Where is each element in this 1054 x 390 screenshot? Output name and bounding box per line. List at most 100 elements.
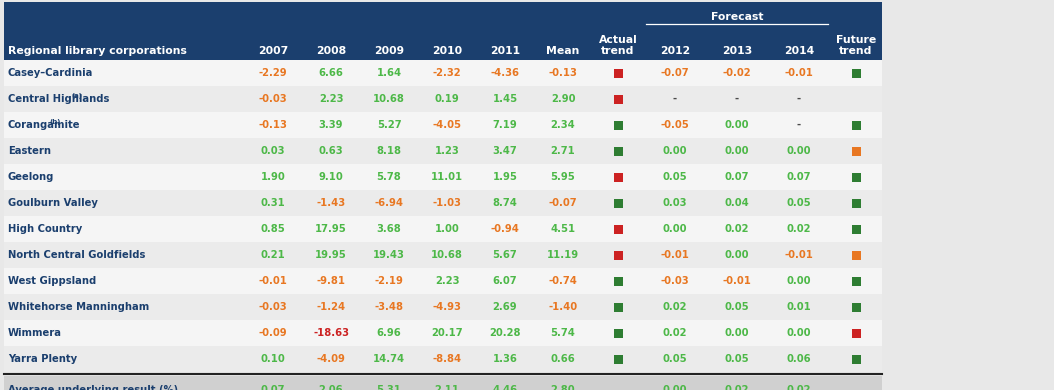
Bar bbox=[4, 320, 882, 346]
Text: 0.07: 0.07 bbox=[725, 172, 749, 182]
Text: Whitehorse Manningham: Whitehorse Manningham bbox=[8, 302, 150, 312]
Text: 1.64: 1.64 bbox=[376, 68, 402, 78]
Text: 17.95: 17.95 bbox=[315, 224, 347, 234]
Text: (a): (a) bbox=[72, 93, 82, 99]
Bar bbox=[852, 328, 860, 337]
Text: 0.00: 0.00 bbox=[663, 224, 687, 234]
Text: 1.36: 1.36 bbox=[492, 354, 518, 364]
Text: 0.05: 0.05 bbox=[663, 354, 687, 364]
Bar bbox=[4, 164, 882, 190]
Bar bbox=[4, 216, 882, 242]
Text: 3.68: 3.68 bbox=[376, 224, 402, 234]
Text: 0.02: 0.02 bbox=[663, 302, 687, 312]
Bar bbox=[4, 60, 882, 86]
Text: 14.74: 14.74 bbox=[373, 354, 405, 364]
Text: -0.03: -0.03 bbox=[258, 94, 288, 104]
Text: Yarra Plenty: Yarra Plenty bbox=[8, 354, 77, 364]
Text: 10.68: 10.68 bbox=[431, 250, 463, 260]
Text: -0.07: -0.07 bbox=[661, 68, 689, 78]
Text: Future
trend: Future trend bbox=[836, 35, 876, 56]
Text: Eastern: Eastern bbox=[8, 146, 51, 156]
Text: 0.07: 0.07 bbox=[786, 172, 812, 182]
Bar bbox=[4, 376, 882, 390]
Text: 0.02: 0.02 bbox=[786, 385, 812, 390]
Text: -: - bbox=[797, 94, 801, 104]
Bar bbox=[4, 112, 882, 138]
Text: 0.21: 0.21 bbox=[260, 250, 286, 260]
Text: 0.04: 0.04 bbox=[725, 198, 749, 208]
Text: Corangamite: Corangamite bbox=[8, 120, 80, 130]
Text: 0.05: 0.05 bbox=[725, 302, 749, 312]
Text: 2.71: 2.71 bbox=[550, 146, 575, 156]
Text: -4.93: -4.93 bbox=[432, 302, 462, 312]
Text: 1.95: 1.95 bbox=[492, 172, 518, 182]
Text: 19.43: 19.43 bbox=[373, 250, 405, 260]
Text: 2.34: 2.34 bbox=[550, 120, 575, 130]
Bar bbox=[4, 242, 882, 268]
Text: -6.94: -6.94 bbox=[374, 198, 404, 208]
Text: -3.48: -3.48 bbox=[374, 302, 404, 312]
Text: 0.02: 0.02 bbox=[725, 224, 749, 234]
Bar bbox=[4, 190, 882, 216]
Text: -4.36: -4.36 bbox=[490, 68, 520, 78]
Text: 7.19: 7.19 bbox=[492, 120, 518, 130]
Text: 5.31: 5.31 bbox=[376, 385, 402, 390]
Text: -9.81: -9.81 bbox=[316, 276, 346, 286]
Bar bbox=[852, 69, 860, 78]
Text: 0.02: 0.02 bbox=[663, 328, 687, 338]
Text: -8.84: -8.84 bbox=[432, 354, 462, 364]
Text: 1.45: 1.45 bbox=[492, 94, 518, 104]
Text: Goulburn Valley: Goulburn Valley bbox=[8, 198, 98, 208]
Text: 1.23: 1.23 bbox=[434, 146, 460, 156]
Text: Central Highlands: Central Highlands bbox=[8, 94, 110, 104]
Text: 0.01: 0.01 bbox=[786, 302, 812, 312]
Text: Geelong: Geelong bbox=[8, 172, 55, 182]
Text: 2.06: 2.06 bbox=[318, 385, 344, 390]
Text: -: - bbox=[735, 94, 739, 104]
Bar bbox=[4, 86, 882, 112]
Text: 3.47: 3.47 bbox=[492, 146, 518, 156]
Text: 5.67: 5.67 bbox=[492, 250, 518, 260]
Bar bbox=[4, 2, 882, 60]
Bar bbox=[852, 277, 860, 285]
Text: 2.90: 2.90 bbox=[551, 94, 575, 104]
Text: 1.90: 1.90 bbox=[260, 172, 286, 182]
Bar bbox=[4, 294, 882, 320]
Text: Casey–Cardinia: Casey–Cardinia bbox=[8, 68, 94, 78]
Text: 5.27: 5.27 bbox=[376, 120, 402, 130]
Text: -: - bbox=[672, 94, 677, 104]
Text: 0.00: 0.00 bbox=[663, 385, 687, 390]
Text: 0.10: 0.10 bbox=[260, 354, 286, 364]
Text: -0.13: -0.13 bbox=[258, 120, 288, 130]
Text: 0.00: 0.00 bbox=[725, 250, 749, 260]
Bar bbox=[613, 225, 623, 234]
Text: -0.07: -0.07 bbox=[549, 198, 578, 208]
Text: 2007: 2007 bbox=[258, 46, 288, 56]
Text: 0.03: 0.03 bbox=[663, 198, 687, 208]
Text: -1.03: -1.03 bbox=[432, 198, 462, 208]
Text: 0.00: 0.00 bbox=[725, 328, 749, 338]
Text: 8.74: 8.74 bbox=[492, 198, 518, 208]
Text: Actual
trend: Actual trend bbox=[599, 35, 638, 56]
Bar bbox=[4, 346, 882, 372]
Text: 6.07: 6.07 bbox=[492, 276, 518, 286]
Text: 0.00: 0.00 bbox=[663, 146, 687, 156]
Bar bbox=[852, 199, 860, 207]
Text: Regional library corporations: Regional library corporations bbox=[8, 46, 187, 56]
Bar bbox=[613, 69, 623, 78]
Text: 20.17: 20.17 bbox=[431, 328, 463, 338]
Text: 2.11: 2.11 bbox=[434, 385, 460, 390]
Text: -2.19: -2.19 bbox=[374, 276, 404, 286]
Text: 6.96: 6.96 bbox=[376, 328, 402, 338]
Text: 10.68: 10.68 bbox=[373, 94, 405, 104]
Bar bbox=[613, 121, 623, 129]
Text: 2.69: 2.69 bbox=[492, 302, 518, 312]
Text: 2014: 2014 bbox=[784, 46, 814, 56]
Text: 2008: 2008 bbox=[316, 46, 346, 56]
Text: -4.09: -4.09 bbox=[316, 354, 346, 364]
Text: 4.46: 4.46 bbox=[492, 385, 518, 390]
Text: High Country: High Country bbox=[8, 224, 82, 234]
Bar bbox=[613, 199, 623, 207]
Text: 11.01: 11.01 bbox=[431, 172, 463, 182]
Text: 0.00: 0.00 bbox=[786, 276, 812, 286]
